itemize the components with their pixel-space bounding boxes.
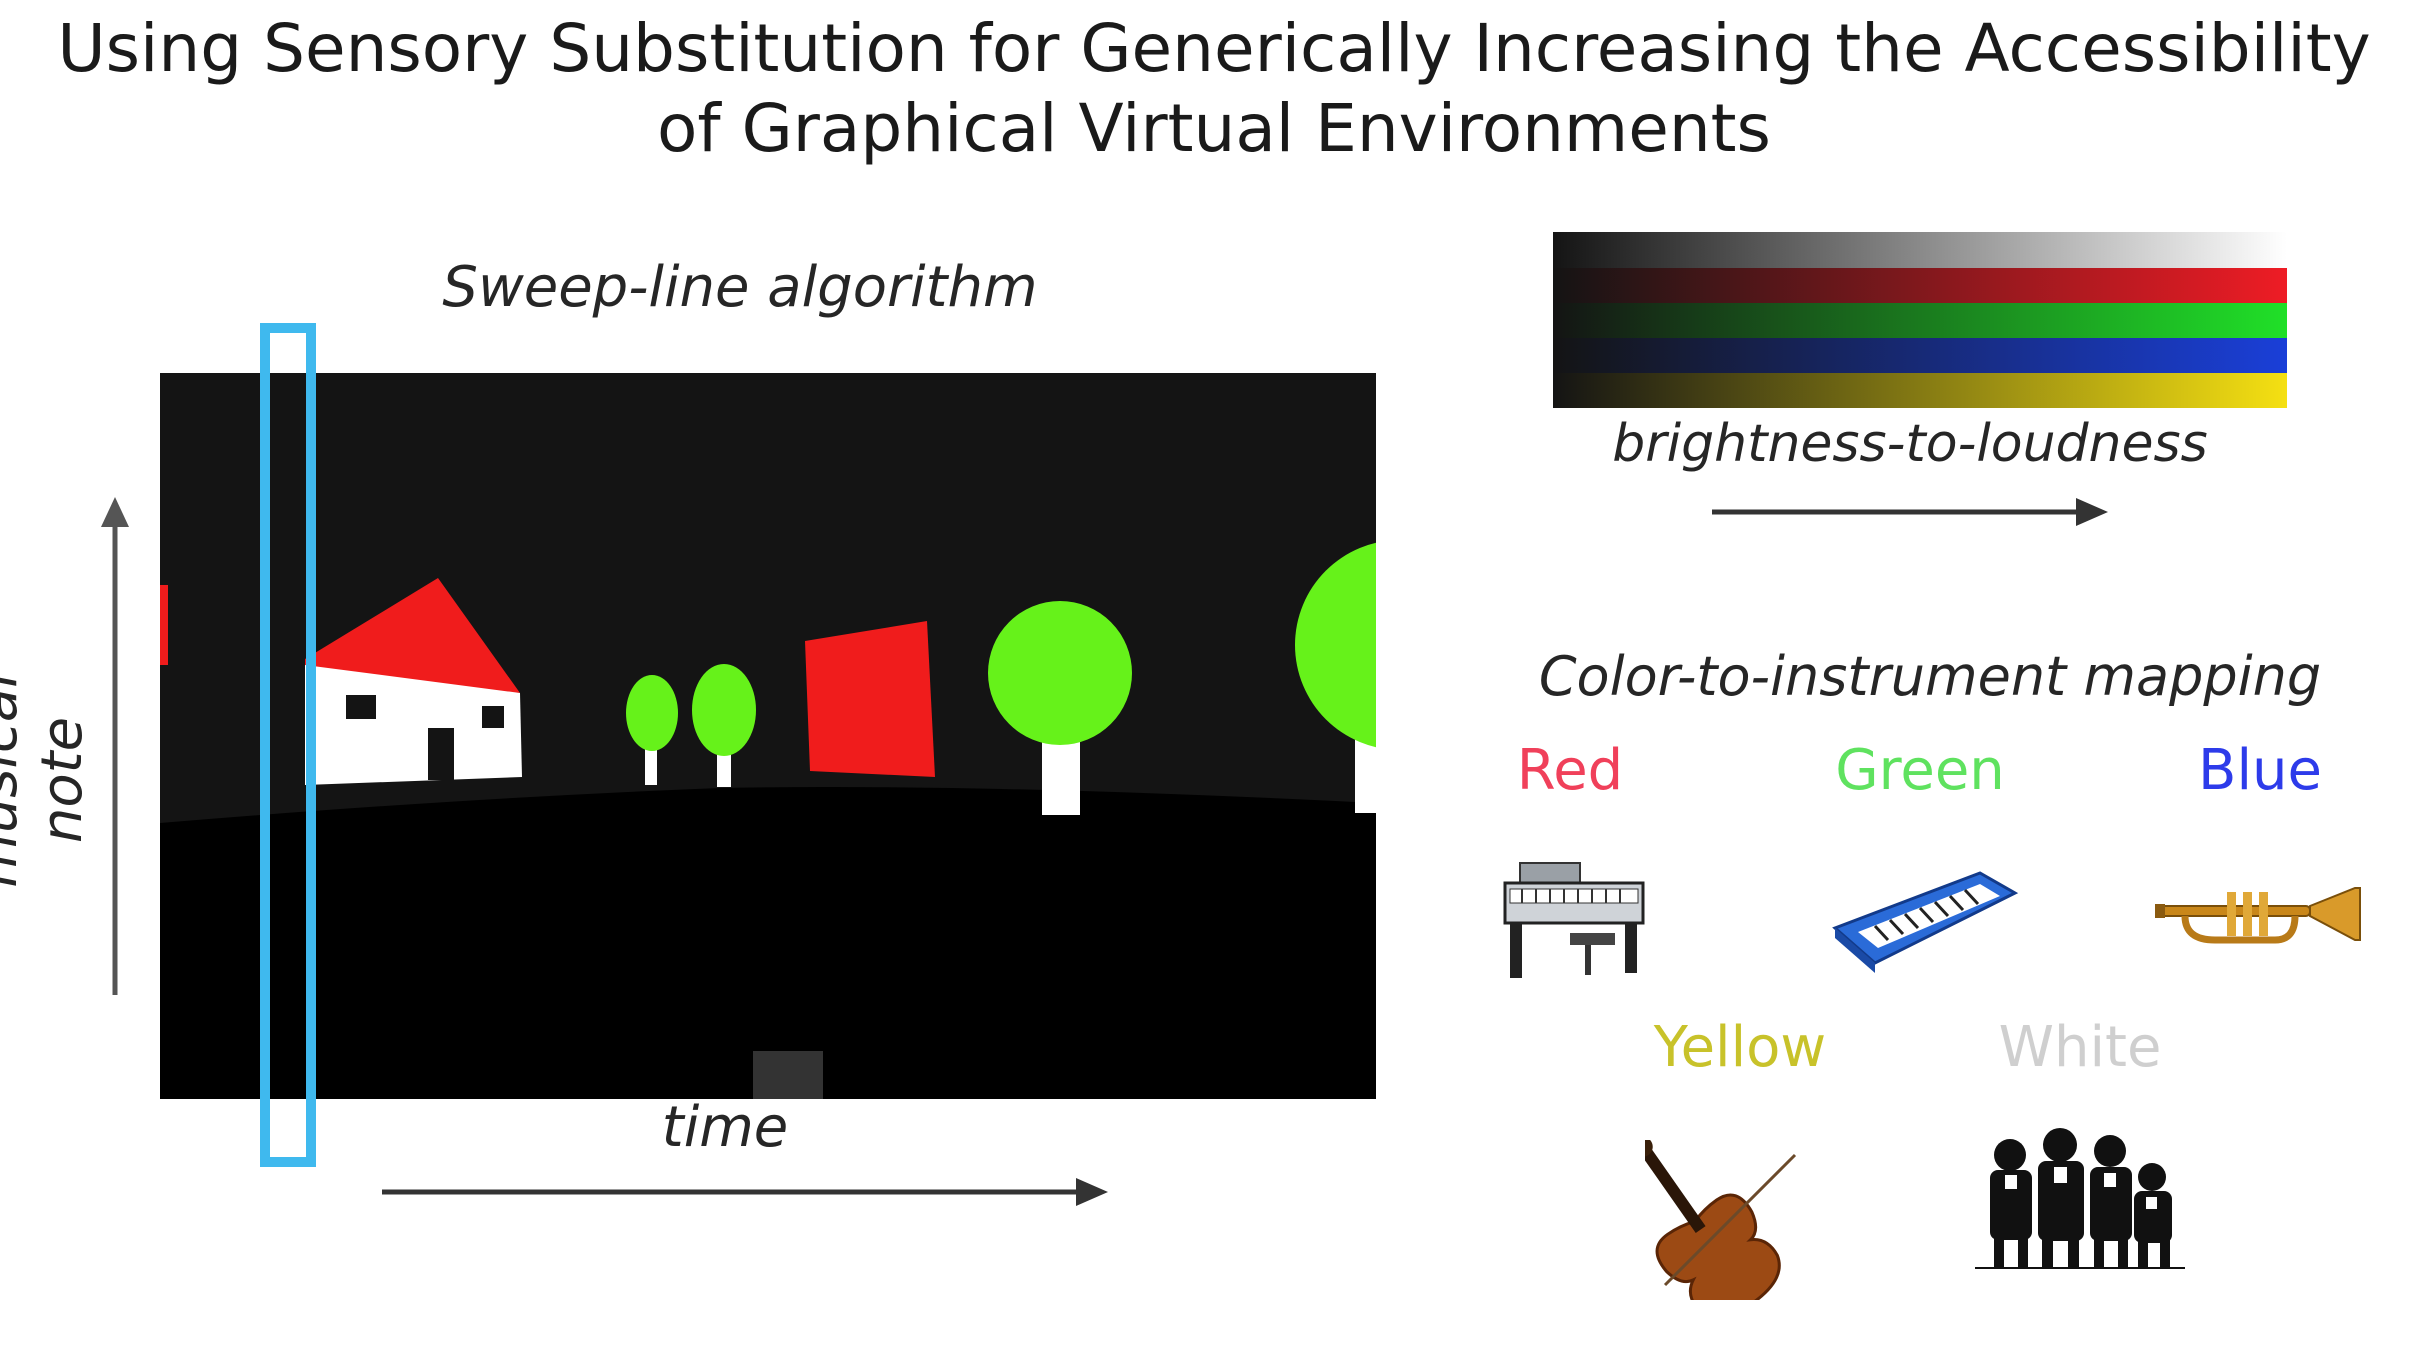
scene-panel <box>160 373 1376 1099</box>
mapping-label: Color-to-instrument mapping <box>1538 645 2322 708</box>
scene-red-edge <box>160 585 168 665</box>
color-name-white: White <box>1998 1015 2162 1080</box>
brightness-loudness-label: brightness-to-loudness <box>1612 414 2208 474</box>
choir-icon <box>1975 1128 2185 1269</box>
color-name-green: Green <box>1835 738 2005 803</box>
bar-yellow <box>1553 373 2287 408</box>
title-line-1: Using Sensory Substitution for Generical… <box>57 10 2371 87</box>
bar-blue <box>1553 338 2287 373</box>
synth-keyboard-icon <box>1832 871 2019 973</box>
bar-white <box>1553 232 2287 268</box>
piano-icon <box>1503 862 1645 978</box>
scene-tree-1 <box>988 601 1132 815</box>
time-label: time <box>661 1095 789 1160</box>
trumpet-icon <box>2155 887 2361 944</box>
scene-small-tree-2 <box>692 664 756 787</box>
scene-tree-2 <box>1295 542 1376 813</box>
sweep-line-label: Sweep-line algorithm <box>442 255 1038 320</box>
bar-red <box>1553 268 2287 303</box>
bar-green <box>1553 303 2287 338</box>
scene-ground-block <box>753 1051 823 1099</box>
color-name-yellow: Yellow <box>1653 1015 1827 1080</box>
scene-ground <box>160 787 1376 1099</box>
loudness-arrow <box>1712 498 2108 526</box>
time-axis-arrow <box>382 1178 1108 1206</box>
musical-note-label: musical note <box>0 672 95 888</box>
scene-small-tree-1 <box>626 675 678 785</box>
color-name-blue: Blue <box>2198 738 2322 803</box>
color-name-red: Red <box>1516 738 1624 803</box>
note-axis-arrow <box>101 497 129 995</box>
brightness-gradient-bars <box>1553 232 2287 408</box>
scene-house <box>305 578 522 785</box>
title-line-2: of Graphical Virtual Environments <box>657 90 1771 167</box>
sweep-window <box>260 323 316 1167</box>
scene-red-block <box>805 621 935 777</box>
violin-icon <box>1645 1140 1797 1300</box>
